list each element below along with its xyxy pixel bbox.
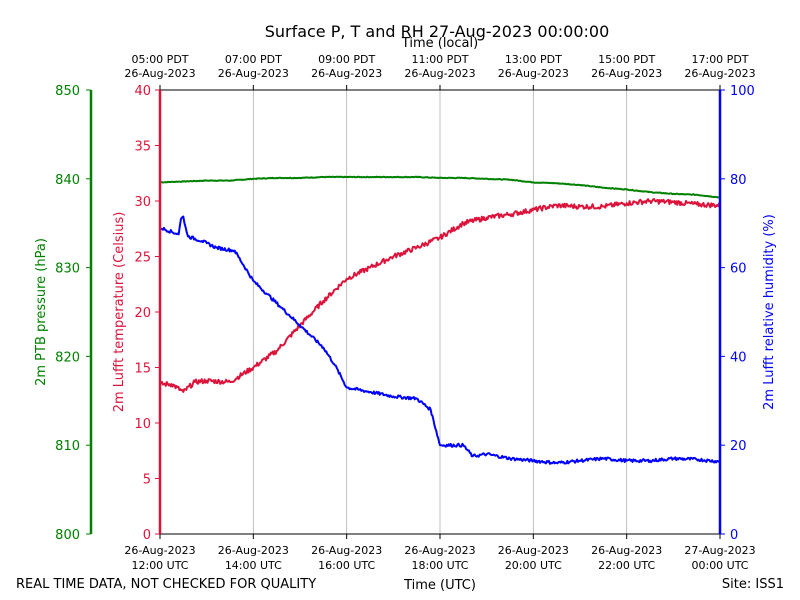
axes-layer: 0 5 10 15 20 25 30 35 40 800 810 820 830 840 850 0 20 40 6… [55,53,755,572]
chart-title: Surface P, T and RH 27-Aug-2023 00:00:00 [265,22,610,41]
top-tick-date: 26-Aug-2023 [498,67,569,80]
series-layer [159,175,721,465]
x-tick-time: 12:00 UTC [131,559,188,572]
temperature-tick-label: 25 [134,251,151,266]
x-tick-time: 14:00 UTC [225,559,282,572]
top-tick-time: 13:00 PDT [505,53,562,66]
temperature-tick-label: 30 [134,195,151,210]
top-tick-date: 26-Aug-2023 [404,67,475,80]
footer-quality-note: REAL TIME DATA, NOT CHECKED FOR QUALITY [16,577,316,592]
x-axis-label: Time (UTC) [403,578,476,593]
x-tick-date: 26-Aug-2023 [124,544,195,557]
humidity-tick-label: 20 [730,439,747,454]
temperature-tick-label: 35 [134,140,151,155]
temperature-tick-label: 15 [134,362,151,377]
temperature-tick-label: 20 [134,306,151,321]
top-tick-time: 05:00 PDT [131,53,188,66]
x-tick-date: 26-Aug-2023 [404,544,475,557]
series-line-pressure [159,175,721,199]
top-axis-label: Time (local) [401,36,478,51]
pressure-tick-label: 800 [55,528,80,543]
pressure-tick-label: 810 [55,439,80,454]
top-tick-time: 09:00 PDT [318,53,375,66]
top-tick-date: 26-Aug-2023 [684,67,755,80]
x-tick-date: 26-Aug-2023 [218,544,289,557]
temperature-tick-label: 0 [143,528,151,543]
pressure-tick-label: 850 [55,84,80,99]
temperature-axis-label: 2m Lufft temperature (Celsius) [112,212,127,413]
x-tick-date: 26-Aug-2023 [591,544,662,557]
top-tick-date: 26-Aug-2023 [311,67,382,80]
humidity-tick-label: 60 [730,262,747,277]
series-line-temperature [159,197,721,393]
pressure-tick-label: 840 [55,173,80,188]
humidity-tick-label: 40 [730,350,747,365]
x-tick-date: 26-Aug-2023 [311,544,382,557]
pressure-tick-label: 820 [55,350,80,365]
top-tick-date: 26-Aug-2023 [124,67,195,80]
top-tick-time: 11:00 PDT [411,53,468,66]
x-tick-date: 26-Aug-2023 [498,544,569,557]
humidity-tick-label: 80 [730,173,747,188]
humidity-axis-label: 2m Lufft relative humidity (%) [762,214,777,410]
temperature-tick-label: 40 [134,84,151,99]
x-tick-time: 20:00 UTC [505,559,562,572]
pressure-axis-label: 2m PTB pressure (hPa) [34,238,49,386]
top-tick-time: 17:00 PDT [691,53,748,66]
x-tick-time: 00:00 UTC [691,559,748,572]
top-tick-time: 15:00 PDT [598,53,655,66]
x-tick-time: 18:00 UTC [411,559,468,572]
pressure-tick-label: 830 [55,262,80,277]
temperature-tick-label: 5 [143,473,151,488]
humidity-tick-label: 100 [730,84,755,99]
series-line-humidity [159,215,721,465]
temperature-tick-label: 10 [134,417,151,432]
top-tick-date: 26-Aug-2023 [218,67,289,80]
top-tick-date: 26-Aug-2023 [591,67,662,80]
footer-site: Site: ISS1 [722,577,784,592]
grid-lines [252,90,628,534]
top-tick-time: 07:00 PDT [225,53,282,66]
humidity-tick-label: 0 [730,528,738,543]
x-tick-time: 22:00 UTC [598,559,655,572]
x-tick-date: 27-Aug-2023 [684,544,755,557]
x-tick-time: 16:00 UTC [318,559,375,572]
